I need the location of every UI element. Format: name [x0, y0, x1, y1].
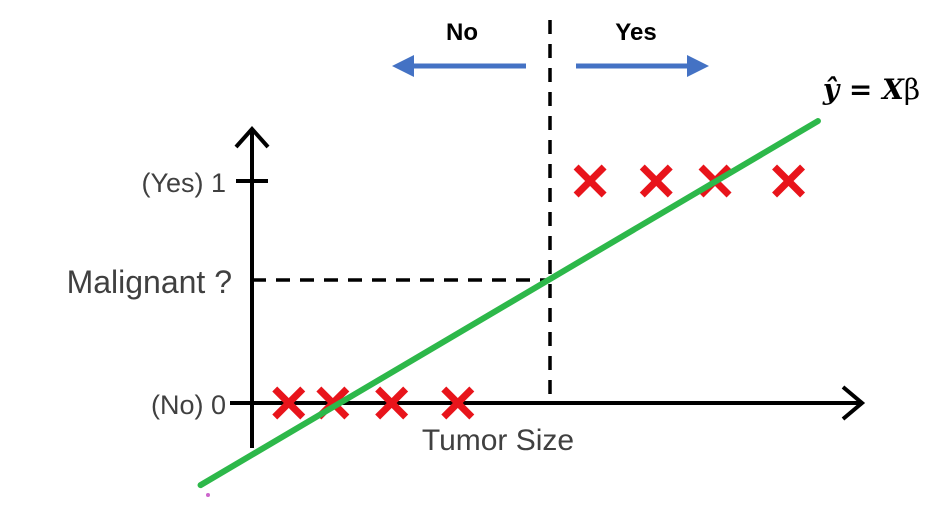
data-point-x-marker	[375, 386, 409, 420]
x-axis-label: Tumor Size	[422, 424, 574, 457]
data-point-x-marker	[573, 164, 607, 198]
yes-arrow	[576, 55, 709, 77]
y-axis-label: Malignant ?	[67, 264, 232, 300]
equation-x: X	[880, 73, 905, 106]
fit-line	[197, 118, 821, 489]
y-axis-arrowhead	[234, 125, 270, 149]
yes-label: Yes	[615, 19, 656, 46]
y-tick-label-0: (No) 0	[151, 390, 226, 420]
data-points	[272, 164, 806, 420]
x-marker-stroke	[573, 164, 607, 198]
equation-beta: β	[904, 73, 920, 106]
data-point-x-marker	[441, 386, 475, 420]
x-marker-stroke	[375, 386, 409, 420]
data-point-x-marker	[639, 164, 673, 198]
data-point-x-marker	[772, 164, 806, 198]
yes-arrow-head	[687, 55, 709, 77]
no-arrow	[392, 55, 526, 77]
no-arrow-head	[392, 55, 414, 77]
x-marker-stroke	[772, 164, 806, 198]
x-marker-stroke	[441, 386, 475, 420]
equation-prefix: ŷ =	[822, 73, 882, 106]
data-point-x-marker	[272, 386, 306, 420]
x-marker-stroke	[272, 386, 306, 420]
axes	[230, 125, 866, 448]
no-label: No	[446, 19, 478, 46]
fit-line-equation: ŷ = Xβ	[822, 73, 920, 106]
y-tick-label-1: (Yes) 1	[141, 168, 226, 198]
stray-dot	[206, 493, 210, 497]
fit-line-layer	[197, 118, 821, 489]
x-axis-arrowhead	[841, 385, 866, 421]
x-marker-stroke	[639, 164, 673, 198]
